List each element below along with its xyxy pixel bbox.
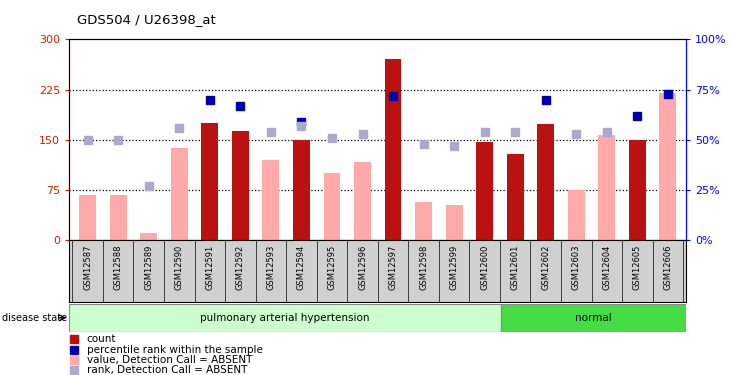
Bar bbox=[537, 124, 554, 240]
Text: GSM12592: GSM12592 bbox=[236, 245, 245, 290]
Text: rank, Detection Call = ABSENT: rank, Detection Call = ABSENT bbox=[87, 365, 247, 375]
Text: GSM12589: GSM12589 bbox=[145, 245, 153, 290]
Bar bbox=[140, 233, 157, 240]
Text: GSM12593: GSM12593 bbox=[266, 245, 275, 290]
Bar bbox=[385, 59, 402, 240]
Bar bbox=[476, 142, 493, 240]
Bar bbox=[293, 140, 310, 240]
Text: GSM12606: GSM12606 bbox=[664, 245, 672, 291]
Bar bbox=[354, 162, 371, 240]
Text: GSM12587: GSM12587 bbox=[83, 245, 92, 291]
Bar bbox=[171, 148, 188, 240]
Bar bbox=[110, 195, 126, 240]
Text: GDS504 / U26398_at: GDS504 / U26398_at bbox=[77, 13, 215, 26]
Text: normal: normal bbox=[575, 313, 612, 323]
Bar bbox=[201, 123, 218, 240]
Bar bbox=[69, 304, 501, 332]
Text: GSM12600: GSM12600 bbox=[480, 245, 489, 290]
Text: GSM12604: GSM12604 bbox=[602, 245, 611, 290]
Text: GSM12599: GSM12599 bbox=[450, 245, 458, 290]
Bar bbox=[568, 190, 585, 240]
Text: disease state: disease state bbox=[2, 313, 67, 323]
Text: GSM12588: GSM12588 bbox=[114, 245, 123, 291]
Text: GSM12601: GSM12601 bbox=[511, 245, 520, 290]
Bar bbox=[501, 304, 686, 332]
Bar bbox=[80, 195, 96, 240]
Text: GSM12596: GSM12596 bbox=[358, 245, 367, 290]
Bar bbox=[629, 140, 646, 240]
Bar bbox=[599, 135, 615, 240]
Text: GSM12591: GSM12591 bbox=[205, 245, 215, 290]
Bar bbox=[507, 154, 523, 240]
Text: value, Detection Call = ABSENT: value, Detection Call = ABSENT bbox=[87, 355, 252, 365]
Text: percentile rank within the sample: percentile rank within the sample bbox=[87, 345, 263, 355]
Text: GSM12597: GSM12597 bbox=[388, 245, 398, 290]
Bar bbox=[415, 202, 432, 240]
Text: GSM12590: GSM12590 bbox=[174, 245, 184, 290]
Text: GSM12594: GSM12594 bbox=[297, 245, 306, 290]
Text: GSM12602: GSM12602 bbox=[541, 245, 550, 290]
Text: GSM12595: GSM12595 bbox=[328, 245, 337, 290]
Bar bbox=[323, 173, 340, 240]
Bar bbox=[659, 93, 676, 240]
Text: GSM12605: GSM12605 bbox=[633, 245, 642, 290]
Bar bbox=[446, 205, 463, 240]
Text: count: count bbox=[87, 334, 116, 344]
Text: GSM12603: GSM12603 bbox=[572, 245, 581, 291]
Bar bbox=[263, 160, 280, 240]
Text: pulmonary arterial hypertension: pulmonary arterial hypertension bbox=[201, 313, 370, 323]
Bar bbox=[232, 131, 249, 240]
Text: GSM12598: GSM12598 bbox=[419, 245, 428, 290]
